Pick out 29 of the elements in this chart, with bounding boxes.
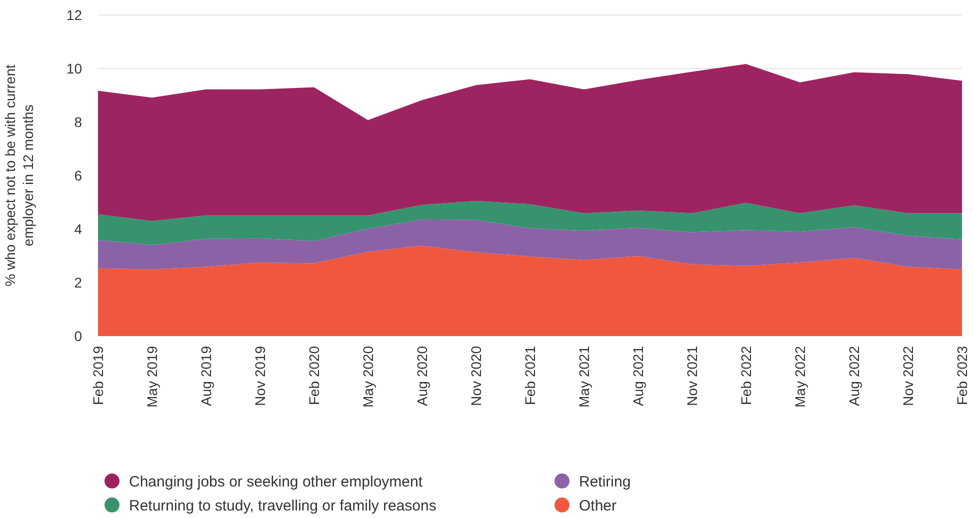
x-tick-label: Aug 2020	[414, 346, 430, 406]
x-tick-label: Feb 2021	[522, 346, 538, 406]
x-tick-label: May 2020	[360, 346, 376, 408]
legend-label: Changing jobs or seeking other employment	[129, 473, 424, 490]
y-tick-label: 10	[66, 60, 82, 76]
y-tick-label: 6	[74, 167, 82, 184]
x-tick-label: Feb 2023	[954, 346, 970, 406]
x-tick-label: Feb 2019	[90, 346, 106, 406]
x-tick-label: Nov 2019	[252, 346, 268, 406]
x-tick-label: Aug 2019	[198, 346, 214, 406]
x-tick-label: May 2022	[792, 346, 808, 408]
x-tick-label: Nov 2020	[468, 346, 484, 406]
y-tick-label: 2	[74, 274, 82, 290]
y-tick-label: 8	[74, 114, 82, 130]
x-tick-label: May 2021	[576, 346, 592, 408]
y-tick-label: 0	[74, 328, 82, 344]
legend-label: Retiring	[579, 473, 631, 490]
legend-label: Returning to study, travelling or family reasons	[129, 497, 436, 514]
x-tick-label: Aug 2021	[630, 346, 646, 406]
x-tick-label: Nov 2021	[684, 346, 700, 406]
x-tick-label: Feb 2022	[738, 346, 754, 406]
y-tick-label: 4	[74, 220, 82, 237]
x-tick-label: Aug 2022	[846, 346, 862, 406]
legend-label: Other	[579, 497, 617, 514]
y-tick-label: 12	[66, 6, 82, 23]
x-tick-label: May 2019	[144, 346, 160, 408]
x-tick-label: Nov 2022	[900, 346, 916, 406]
y-axis-title: % who expect not to be with current employer in 12 months	[2, 64, 36, 286]
x-tick-label: Feb 2020	[306, 346, 322, 406]
